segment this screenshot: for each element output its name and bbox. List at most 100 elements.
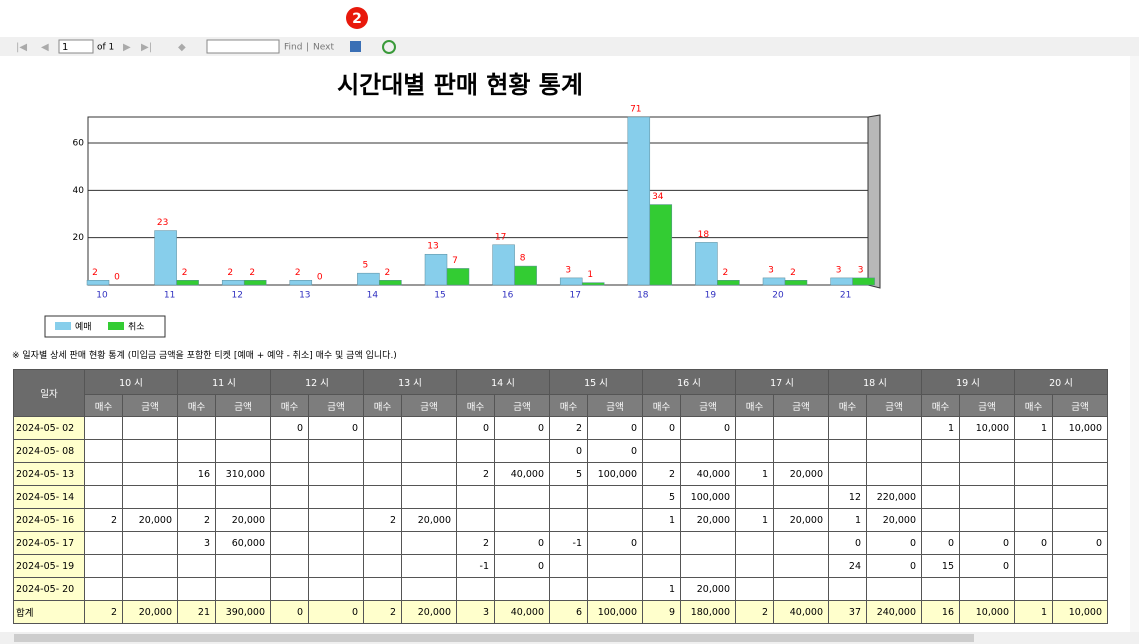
x-tick-label: 10 [96, 291, 108, 301]
cell [401, 485, 457, 509]
hour-header: 10 시 [84, 369, 178, 395]
cell [456, 485, 495, 509]
cell: 2 [456, 462, 495, 486]
cell [921, 577, 960, 601]
row-label: 2024-05- 02 [13, 416, 85, 440]
cell: 40,000 [494, 600, 550, 624]
row-label: 2024-05- 13 [13, 462, 85, 486]
page-count: of 1 [97, 43, 114, 53]
cell [122, 531, 178, 555]
cell: 2 [735, 600, 774, 624]
row-label: 2024-05- 08 [13, 439, 85, 463]
cell: 10,000 [1052, 416, 1108, 440]
row-label: 2024-05- 19 [13, 554, 85, 578]
cell [921, 508, 960, 532]
page-input[interactable] [58, 39, 94, 54]
cell: 0 [959, 554, 1015, 578]
cell [270, 439, 309, 463]
vertical-scrollbar[interactable] [1130, 56, 1139, 632]
value-label: 2 [227, 268, 233, 278]
x-tick-label: 21 [840, 291, 851, 301]
cell [866, 416, 922, 440]
badge [346, 7, 368, 29]
sub-header: 매수 [735, 394, 774, 417]
cell: 0 [270, 416, 309, 440]
cell: 0 [866, 531, 922, 555]
cell: 0 [494, 531, 550, 555]
prev-page-button[interactable]: ◀ [41, 42, 49, 53]
cell [122, 577, 178, 601]
cell [84, 577, 123, 601]
sub-header: 매수 [363, 394, 402, 417]
sub-header: 매수 [456, 394, 495, 417]
back-button[interactable]: ◆ [178, 42, 186, 53]
cell [215, 485, 271, 509]
cell [1014, 508, 1053, 532]
date-header: 일자 [13, 369, 85, 417]
row-label: 합계 [13, 600, 85, 624]
cell [363, 485, 402, 509]
chart-title: 시간대별 판매 현황 통계 [337, 71, 583, 99]
cell: 21 [177, 600, 216, 624]
cell: 20,000 [122, 600, 178, 624]
row-label: 2024-05- 17 [13, 531, 85, 555]
bar [581, 282, 605, 286]
value-label: 5 [363, 261, 369, 271]
cell [1052, 554, 1108, 578]
cell [84, 554, 123, 578]
last-page-button[interactable]: ▶| [141, 42, 152, 53]
value-label: 7 [452, 256, 458, 266]
sub-header: 금액 [308, 394, 364, 417]
cell [773, 485, 829, 509]
cell: 10,000 [959, 600, 1015, 624]
cell [680, 439, 736, 463]
cell [122, 462, 178, 486]
sub-header: 금액 [1052, 394, 1108, 417]
find-button[interactable]: Find [284, 43, 302, 53]
cell [122, 485, 178, 509]
refresh-button[interactable] [382, 40, 396, 54]
cell [959, 485, 1015, 509]
value-label: 23 [157, 218, 168, 228]
cell: 0 [494, 416, 550, 440]
cell [773, 554, 829, 578]
cell: 0 [308, 416, 364, 440]
next-button[interactable]: Next [313, 43, 334, 53]
cell [270, 577, 309, 601]
cell [401, 531, 457, 555]
cell [549, 508, 588, 532]
cell [921, 439, 960, 463]
horizontal-scrollbar[interactable] [0, 632, 1139, 644]
cell: 1 [735, 508, 774, 532]
bar [649, 204, 673, 286]
value-label: 2 [790, 268, 796, 278]
cell: 2 [84, 508, 123, 532]
cell [735, 439, 774, 463]
cell [921, 485, 960, 509]
cell: 12 [828, 485, 867, 509]
legend-swatch [55, 322, 71, 330]
bar [424, 253, 448, 286]
row-label: 2024-05- 16 [13, 508, 85, 532]
x-tick-label: 11 [164, 291, 175, 301]
find-input[interactable] [206, 39, 280, 54]
cell: 15 [921, 554, 960, 578]
value-label: 2 [92, 268, 98, 278]
cell: 2 [549, 416, 588, 440]
cell: 0 [308, 600, 364, 624]
cell: 0 [549, 439, 588, 463]
hour-header: 20 시 [1014, 369, 1108, 395]
cell [363, 462, 402, 486]
cell [494, 508, 550, 532]
value-label: 17 [495, 232, 506, 242]
scroll-thumb[interactable] [14, 634, 974, 642]
first-page-button[interactable]: |◀ [16, 42, 27, 53]
x-tick-label: 16 [502, 291, 514, 301]
data-row: 2024-05- 14 5 100,000 12 220,000 [13, 485, 1108, 509]
x-tick-label: 13 [299, 291, 310, 301]
bar [784, 280, 808, 286]
export-button[interactable] [350, 41, 361, 52]
next-page-button[interactable]: ▶ [123, 42, 131, 53]
data-row: 2024-05- 19 -1 0 24 0 15 0 [13, 554, 1108, 578]
cell [308, 485, 364, 509]
